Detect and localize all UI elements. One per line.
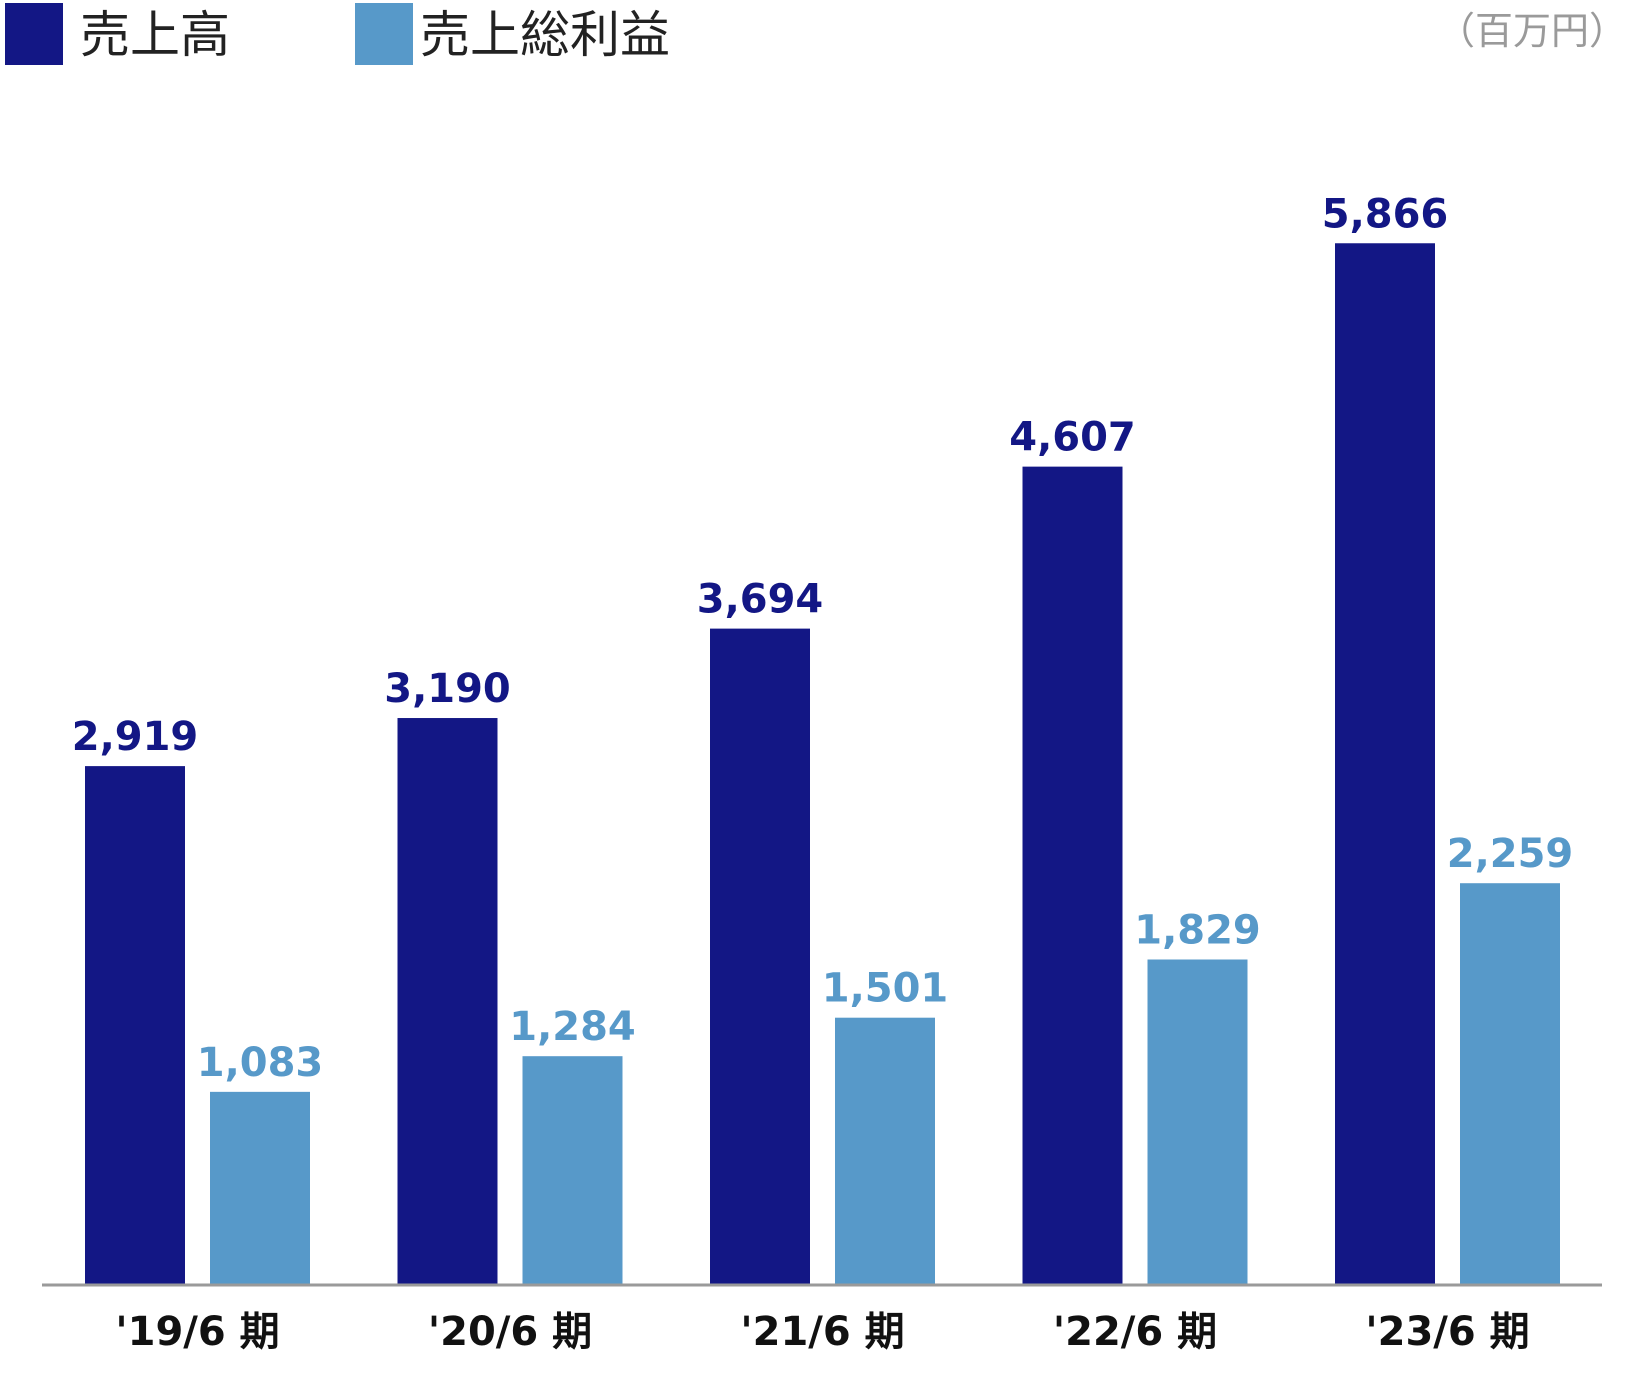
sales-bar [85, 766, 185, 1284]
gross-profit-data-label: 1,083 [197, 1040, 324, 1086]
sales-data-label: 2,919 [72, 714, 199, 760]
gross-profit-bar [1147, 959, 1248, 1284]
sales-bar [1335, 243, 1435, 1285]
gross-profit-data-label: 2,259 [1447, 831, 1574, 877]
sales-data-label: 5,866 [1322, 191, 1449, 237]
sales-data-label: 4,607 [1009, 415, 1136, 461]
gross-profit-bar [1460, 883, 1560, 1284]
x-tick-label: '19/6 期 [115, 1309, 279, 1355]
gross-profit-data-label: 1,284 [509, 1004, 636, 1050]
gross-profit-bar [210, 1091, 310, 1284]
sales-bar [710, 628, 810, 1284]
gross-profit-data-label: 1,501 [822, 966, 949, 1012]
sales-data-label: 3,190 [384, 666, 511, 712]
x-tick-label: '21/6 期 [740, 1309, 904, 1355]
sales-bar [397, 718, 498, 1284]
legend-label-gross-profit: 売上総利益 [420, 6, 670, 64]
gross-profit-bar [522, 1056, 623, 1284]
gross-profit-bar [835, 1017, 935, 1284]
unit-label: （百万円） [1436, 9, 1627, 53]
x-tick-label: '20/6 期 [428, 1309, 592, 1355]
gross-profit-data-label: 1,829 [1134, 908, 1261, 954]
x-tick-label: '22/6 期 [1053, 1309, 1217, 1355]
sales-data-label: 3,694 [697, 577, 824, 623]
sales-bar [1022, 466, 1123, 1284]
legend-swatch-sales [5, 3, 63, 65]
legend-label-sales: 売上高 [80, 6, 230, 64]
legend-swatch-gross-profit [355, 3, 413, 65]
x-tick-label: '23/6 期 [1365, 1309, 1529, 1355]
